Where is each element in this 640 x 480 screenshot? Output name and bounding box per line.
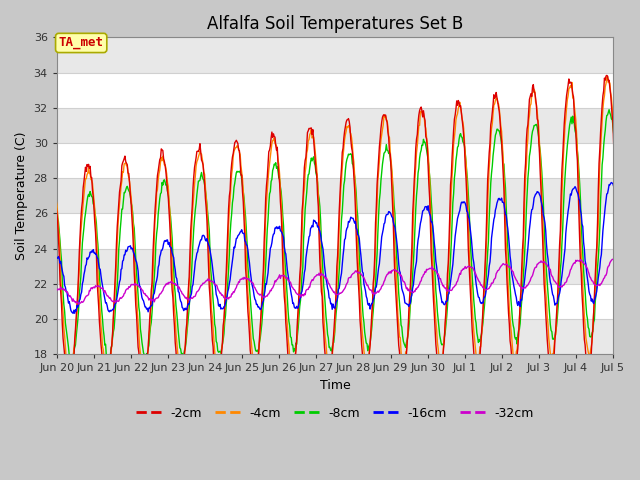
Title: Alfalfa Soil Temperatures Set B: Alfalfa Soil Temperatures Set B bbox=[207, 15, 463, 33]
Text: TA_met: TA_met bbox=[59, 36, 104, 49]
Bar bbox=[57, 178, 613, 213]
X-axis label: Time: Time bbox=[319, 379, 350, 392]
Bar bbox=[57, 108, 613, 143]
Bar bbox=[57, 319, 613, 354]
Bar bbox=[57, 249, 613, 284]
Legend: -2cm, -4cm, -8cm, -16cm, -32cm: -2cm, -4cm, -8cm, -16cm, -32cm bbox=[131, 402, 539, 424]
Y-axis label: Soil Temperature (C): Soil Temperature (C) bbox=[15, 132, 28, 260]
Bar bbox=[57, 37, 613, 72]
